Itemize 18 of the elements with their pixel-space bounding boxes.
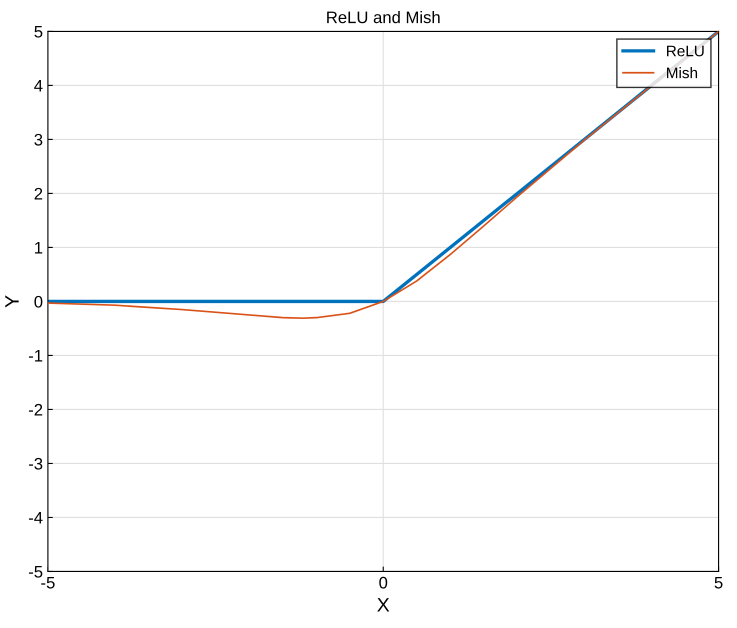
y-tick-label: -5 bbox=[28, 566, 42, 578]
y-tick-label: -4 bbox=[28, 512, 43, 524]
y-tick-label: 0 bbox=[34, 296, 42, 308]
chart-title: ReLU and Mish bbox=[327, 10, 440, 24]
y-tick-label: 2 bbox=[34, 188, 42, 200]
x-tick-label: 5 bbox=[714, 576, 723, 589]
y-tick-label: 3 bbox=[34, 134, 42, 146]
y-tick-label: -2 bbox=[28, 404, 42, 416]
y-axis-title: Y bbox=[5, 295, 19, 308]
y-tick-label: 5 bbox=[34, 26, 42, 38]
y-tick-label: -3 bbox=[28, 458, 42, 470]
y-tick-label: 1 bbox=[35, 242, 42, 254]
x-axis-title: X bbox=[377, 598, 390, 612]
x-tick-label: 0 bbox=[379, 576, 388, 589]
y-tick-label: 4 bbox=[34, 80, 43, 92]
legend-label: ReLU bbox=[667, 46, 704, 56]
y-tick-label: -1 bbox=[28, 350, 42, 362]
legend-label: Mish bbox=[667, 67, 698, 78]
